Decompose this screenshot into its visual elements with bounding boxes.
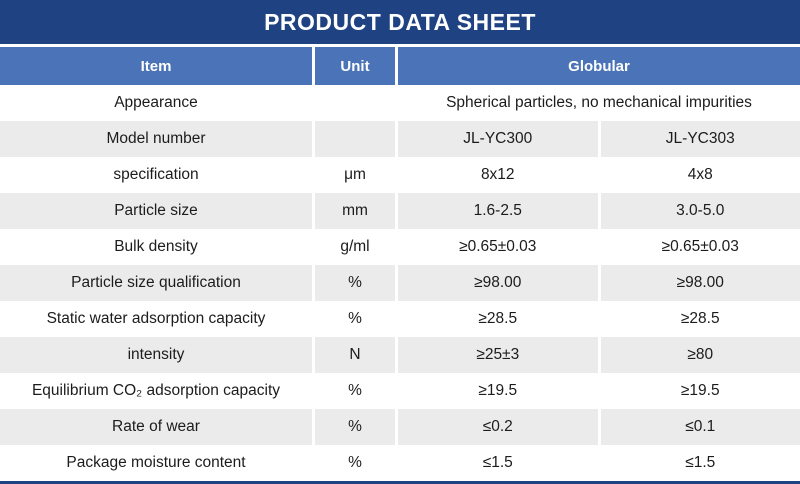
header-item: Item [0,47,312,85]
unit-cell: % [315,409,395,445]
unit-cell: % [315,265,395,301]
value-cell-yc303: 4x8 [687,166,713,183]
unit-cell [315,121,395,157]
unit-cell: % [348,382,362,399]
value-cell-yc303: ≤1.5 [685,454,716,471]
value-cell-yc300: ≤0.2 [398,409,598,445]
value-cell-yc300: ≥19.5 [478,382,518,399]
item-cell: Particle size [0,193,312,229]
value-cell-yc300: ≤1.5 [482,454,513,471]
value-cell-yc303: ≥80 [600,337,800,373]
page-title: PRODUCT DATA SHEET [264,8,536,35]
table-row-package-moisture-content: Package moisture content % ≤1.5 ≤1.5 [0,445,800,481]
value-cell-yc303: ≥28.5 [680,310,720,327]
table-row-intensity: intensity N ≥25±3 ≥80 [0,337,800,373]
value-cell-yc300: ≥0.65±0.03 [459,238,537,255]
value-cell-yc300: 8x12 [480,166,515,183]
table-row-rate-of-wear: Rate of wear % ≤0.2 ≤0.1 [0,409,800,445]
table-row-particle-size: Particle size mm 1.6-2.5 3.0-5.0 [0,193,800,229]
item-cell: intensity [0,337,312,373]
unit-cell: N [315,337,395,373]
item-cell: Equilibrium CO₂ adsorption capacity [31,382,281,399]
item-cell: Rate of wear [0,409,312,445]
table-row-equilibrium-co2-adsorption: Equilibrium CO₂ adsorption capacity % ≥1… [0,373,800,409]
unit-cell: % [348,454,362,471]
value-cell-yc303: 3.0-5.0 [600,193,800,229]
value-cell-yc300: ≥98.00 [398,265,598,301]
unit-cell: g/ml [340,238,370,255]
item-cell: specification [113,166,199,183]
header-unit: Unit [315,47,395,85]
table-row-static-water-adsorption: Static water adsorption capacity % ≥28.5… [0,301,800,337]
unit-cell: mm [315,193,395,229]
value-cell-span: Spherical particles, no mechanical impur… [446,94,752,111]
table-row-bulk-density: Bulk density g/ml ≥0.65±0.03 ≥0.65±0.03 [0,229,800,265]
title-bar: PRODUCT DATA SHEET [0,0,800,44]
bottom-border-rule [0,481,800,484]
unit-cell: % [348,310,362,327]
item-cell: Bulk density [114,238,198,255]
value-cell-yc303: ≥98.00 [600,265,800,301]
item-cell: Appearance [114,94,198,111]
item-cell: Particle size qualification [0,265,312,301]
value-cell-yc300: JL-YC300 [398,121,598,157]
value-cell-yc303: JL-YC303 [600,121,800,157]
table-row-specification: specification μm 8x12 4x8 [0,157,800,193]
value-cell-yc303: ≥0.65±0.03 [661,238,739,255]
unit-cell: μm [344,166,366,183]
value-cell-yc303: ≥19.5 [680,382,720,399]
item-cell: Package moisture content [66,454,246,471]
table-row-particle-size-qualification: Particle size qualification % ≥98.00 ≥98… [0,265,800,301]
table-header-row: Item Unit Globular [0,47,800,85]
table-row-appearance: Appearance Spherical particles, no mecha… [0,85,800,121]
unit-cell [315,85,395,121]
header-globular: Globular [398,47,800,85]
value-cell-yc303: ≤0.1 [600,409,800,445]
table-row-model-number: Model number JL-YC300 JL-YC303 [0,121,800,157]
value-cell-yc300: ≥25±3 [398,337,598,373]
item-cell: Static water adsorption capacity [46,310,266,327]
value-cell-yc300: 1.6-2.5 [398,193,598,229]
value-cell-yc300: ≥28.5 [478,310,518,327]
title-divider [0,44,800,47]
item-cell: Model number [0,121,312,157]
